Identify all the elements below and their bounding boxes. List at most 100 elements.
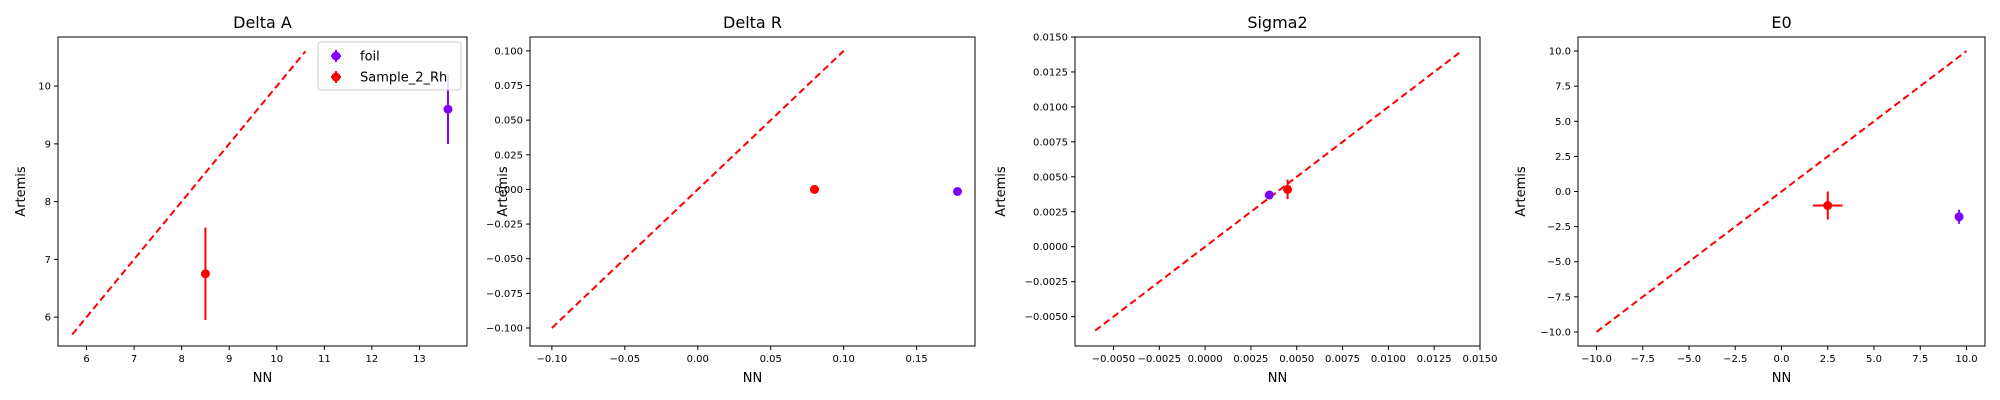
- y-tick-label: 7: [45, 255, 51, 266]
- x-axis-label: NN: [743, 371, 762, 386]
- data-point-sample-2-rh: [810, 184, 820, 194]
- x-tick-label: 0.0125: [1417, 354, 1452, 365]
- subplot-3: −0.0050 −0.0025 0.0000 0.0025 0.0050 0.0075 0.…: [994, 13, 1498, 386]
- legend-marker: [331, 72, 341, 82]
- axes-frame: [57, 36, 468, 347]
- reference-line: [1094, 50, 1463, 332]
- x-tick-label: 2.5: [1820, 354, 1836, 365]
- y-tick-label: 0.0050: [1033, 172, 1068, 183]
- legend-label: Sample_2_Rh: [360, 71, 447, 86]
- data-point-sample-2-rh: [200, 269, 210, 279]
- y-tick-label: −10.0: [1540, 327, 1571, 338]
- y-tick-label: 5.0: [1555, 117, 1571, 128]
- x-tick-label: −2.5: [1723, 354, 1747, 365]
- x-tick-label: 5.0: [1866, 354, 1882, 365]
- y-tick-label: 0.0000: [1033, 242, 1068, 253]
- y-axis-label: Artemis: [994, 166, 1009, 217]
- y-tick-label: −0.0025: [1025, 277, 1068, 288]
- chart-title: Delta A: [233, 13, 292, 32]
- chart-title: E0: [1771, 13, 1791, 32]
- x-tick-label: 7: [131, 354, 137, 365]
- x-tick-label: 0.0025: [1233, 354, 1268, 365]
- y-tick-label: −0.025: [486, 220, 523, 231]
- x-tick-label: 6: [83, 354, 89, 365]
- y-tick-label: 0.0025: [1033, 207, 1068, 218]
- subplot-1: 6 7 8 9 10 11 12 13 6 7 8 9 10 Delta A NN Artemis foil Sa…: [14, 13, 468, 386]
- axes-frame: [529, 36, 976, 347]
- y-tick-label: 0.0150: [1033, 33, 1068, 44]
- y-axis-label: Artemis: [496, 166, 511, 217]
- reference-line: [551, 50, 845, 329]
- data-point-foil: [1954, 212, 1964, 222]
- y-tick-label: −0.0050: [1025, 312, 1068, 323]
- chart-title: Sigma2: [1247, 13, 1307, 32]
- y-tick-label: 0.050: [494, 116, 523, 127]
- x-tick-label: 0.0: [1774, 354, 1790, 365]
- data-point-sample-2-rh: [1283, 184, 1293, 194]
- x-tick-label: 0.15: [906, 354, 928, 365]
- y-tick-label: 0.0125: [1033, 67, 1068, 78]
- x-axis-label: NN: [1772, 371, 1791, 386]
- y-tick-label: 10: [38, 82, 51, 93]
- y-tick-label: −0.075: [486, 289, 523, 300]
- x-tick-label: 13: [413, 354, 426, 365]
- x-tick-label: 7.5: [1912, 354, 1928, 365]
- x-tick-label: −5.0: [1677, 354, 1701, 365]
- y-tick-label: 0.025: [494, 150, 523, 161]
- data-point-foil: [1264, 190, 1274, 200]
- x-tick-label: 10: [270, 354, 283, 365]
- x-tick-label: 0.00: [687, 354, 709, 365]
- subplot-2: −0.10 −0.05 0.00 0.05 0.10 0.15 −0.100 −0.075 −0…: [486, 13, 976, 386]
- x-tick-label: 0.10: [833, 354, 855, 365]
- x-axis-label: NN: [253, 371, 272, 386]
- x-tick-label: 0.0100: [1371, 354, 1406, 365]
- y-tick-label: 8: [45, 197, 51, 208]
- x-tick-label: 8: [178, 354, 184, 365]
- x-tick-label: 0.0075: [1325, 354, 1360, 365]
- x-tick-label: −0.05: [610, 354, 641, 365]
- data-point-sample-2-rh: [1823, 201, 1833, 211]
- legend-marker: [331, 51, 341, 61]
- y-tick-label: 0.075: [494, 81, 523, 92]
- y-tick-label: 0.0100: [1033, 102, 1068, 113]
- x-tick-label: 0.0150: [1463, 354, 1498, 365]
- y-axis-label: Artemis: [14, 166, 29, 217]
- x-tick-label: −0.10: [537, 354, 568, 365]
- chart-title: Delta R: [723, 13, 782, 32]
- x-tick-label: −7.5: [1631, 354, 1655, 365]
- x-tick-label: −10.0: [1581, 354, 1612, 365]
- reference-line: [1595, 50, 1968, 333]
- legend-box: [317, 41, 462, 91]
- y-tick-label: 0.100: [494, 46, 523, 57]
- y-tick-label: 7.5: [1555, 82, 1571, 93]
- data-point-foil: [952, 187, 962, 196]
- y-tick-label: −7.5: [1547, 292, 1571, 303]
- x-tick-label: 10.0: [1955, 354, 1977, 365]
- y-tick-label: −0.050: [486, 254, 523, 265]
- x-tick-label: 0.0000: [1188, 354, 1223, 365]
- x-tick-label: 12: [366, 354, 379, 365]
- y-tick-label: 0.0075: [1033, 137, 1068, 148]
- data-point-foil: [443, 104, 453, 114]
- y-tick-label: −0.100: [486, 323, 523, 334]
- y-tick-label: −2.5: [1547, 222, 1571, 233]
- x-tick-label: 11: [318, 354, 331, 365]
- y-axis-label: Artemis: [1514, 166, 1529, 217]
- axes-frame: [1074, 36, 1481, 347]
- x-tick-label: 0.0050: [1279, 354, 1314, 365]
- x-tick-label: 9: [226, 354, 232, 365]
- reference-line: [71, 50, 307, 336]
- legend: foil Sample_2_Rh: [317, 41, 462, 91]
- y-tick-label: 10.0: [1549, 47, 1571, 58]
- x-tick-label: −0.0050: [1092, 354, 1135, 365]
- x-tick-label: 0.05: [760, 354, 782, 365]
- y-tick-label: 9: [45, 139, 51, 150]
- legend-label: foil: [360, 50, 380, 65]
- x-tick-label: −0.0025: [1138, 354, 1181, 365]
- y-tick-label: 2.5: [1555, 152, 1571, 163]
- x-axis-label: NN: [1268, 371, 1287, 386]
- y-tick-label: 0.0: [1555, 187, 1571, 198]
- subplot-4: −10.0 −7.5 −5.0 −2.5 0.0 2.5 5.0 7.5 10.0 −10.0 −7…: [1514, 13, 1986, 386]
- y-tick-label: 6: [45, 313, 51, 324]
